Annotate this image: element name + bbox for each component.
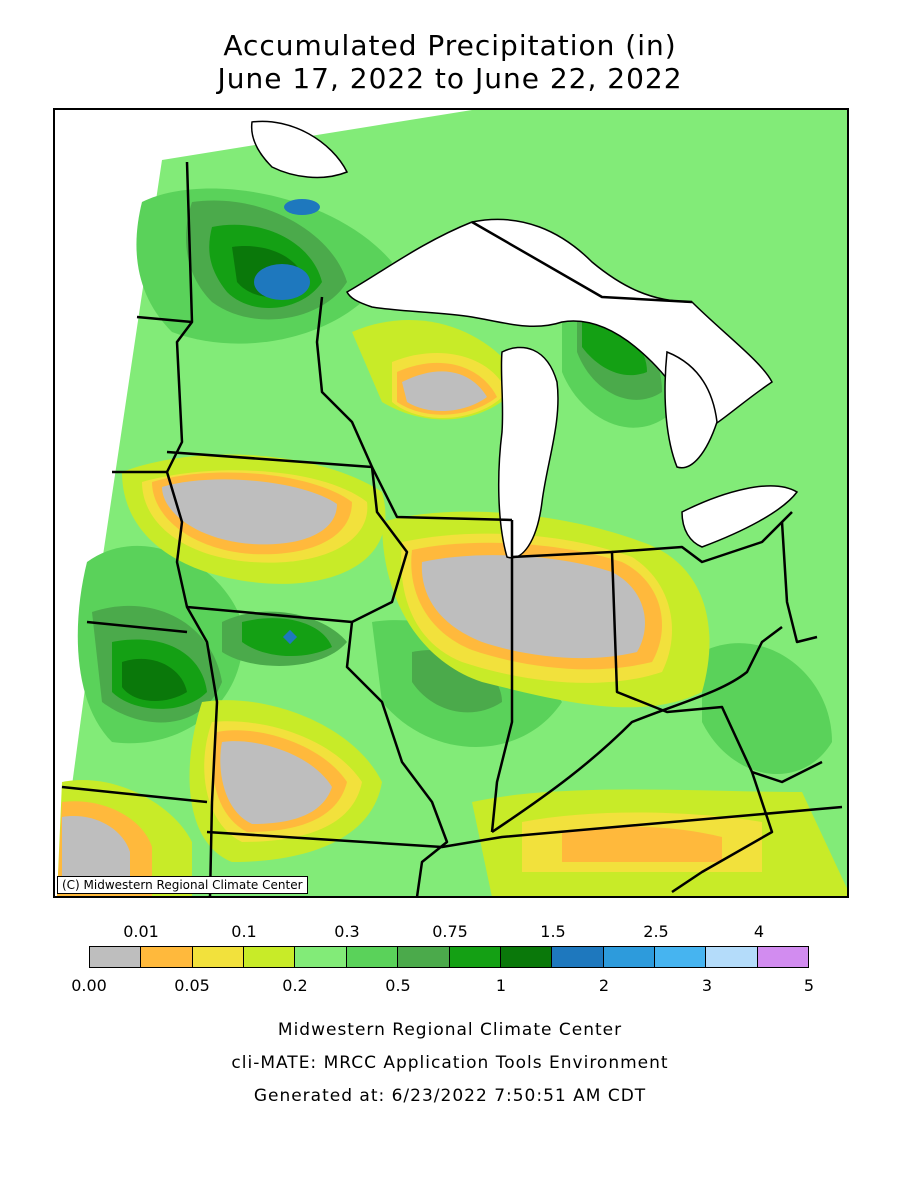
legend-swatch	[141, 947, 193, 967]
legend-top-label: 4	[753, 922, 765, 941]
legend-swatch	[552, 947, 604, 967]
precipitation-map: (C) Midwestern Regional Climate Center	[53, 108, 849, 898]
legend-swatch	[398, 947, 450, 967]
legend-swatch	[654, 947, 707, 967]
legend-bottom-label: 2	[598, 976, 610, 995]
legend-color-bar	[89, 946, 809, 968]
legend-bottom-label: 0.2	[282, 976, 308, 995]
map-title: Accumulated Precipitation (in)	[223, 29, 677, 62]
map-date-range: June 17, 2022 to June 22, 2022	[217, 62, 683, 95]
legend-swatch	[449, 947, 501, 967]
legend-top-label: 1.5	[540, 922, 566, 941]
legend-bottom-label: 3	[701, 976, 713, 995]
great-lakes	[250, 120, 799, 559]
legend-swatch	[192, 947, 245, 967]
legend-bottom-label: 0.05	[174, 976, 210, 995]
legend-top-label: 2.5	[643, 922, 669, 941]
credit-organization: Midwestern Regional Climate Center	[277, 1020, 623, 1040]
legend-swatch	[346, 947, 399, 967]
legend-swatch	[603, 947, 655, 967]
credit-generated: Generated at: 6/23/2022 7:50:51 AM CDT	[253, 1086, 647, 1106]
credit-tool: cli-MATE: MRCC Application Tools Environ…	[231, 1053, 669, 1073]
legend-bottom-label: 0.5	[385, 976, 411, 995]
map-copyright: (C) Midwestern Regional Climate Center	[57, 876, 308, 894]
legend-swatch	[500, 947, 553, 967]
legend-top-label: 0.01	[123, 922, 159, 941]
legend-swatch	[90, 947, 142, 967]
legend-bottom-label: 0.00	[71, 976, 107, 995]
precip-field-dry	[62, 371, 645, 882]
legend-swatch	[244, 947, 296, 967]
legend-swatch	[706, 947, 758, 967]
legend-bottom-label: 1	[495, 976, 507, 995]
map-canvas	[57, 110, 847, 896]
legend-swatch	[757, 947, 809, 967]
legend-top-label: 0.3	[334, 922, 360, 941]
legend-top-label: 0.75	[432, 922, 468, 941]
legend-swatch	[295, 947, 347, 967]
legend-top-label: 0.1	[231, 922, 257, 941]
state-borders	[61, 161, 843, 896]
legend-bottom-label: 5	[803, 976, 815, 995]
